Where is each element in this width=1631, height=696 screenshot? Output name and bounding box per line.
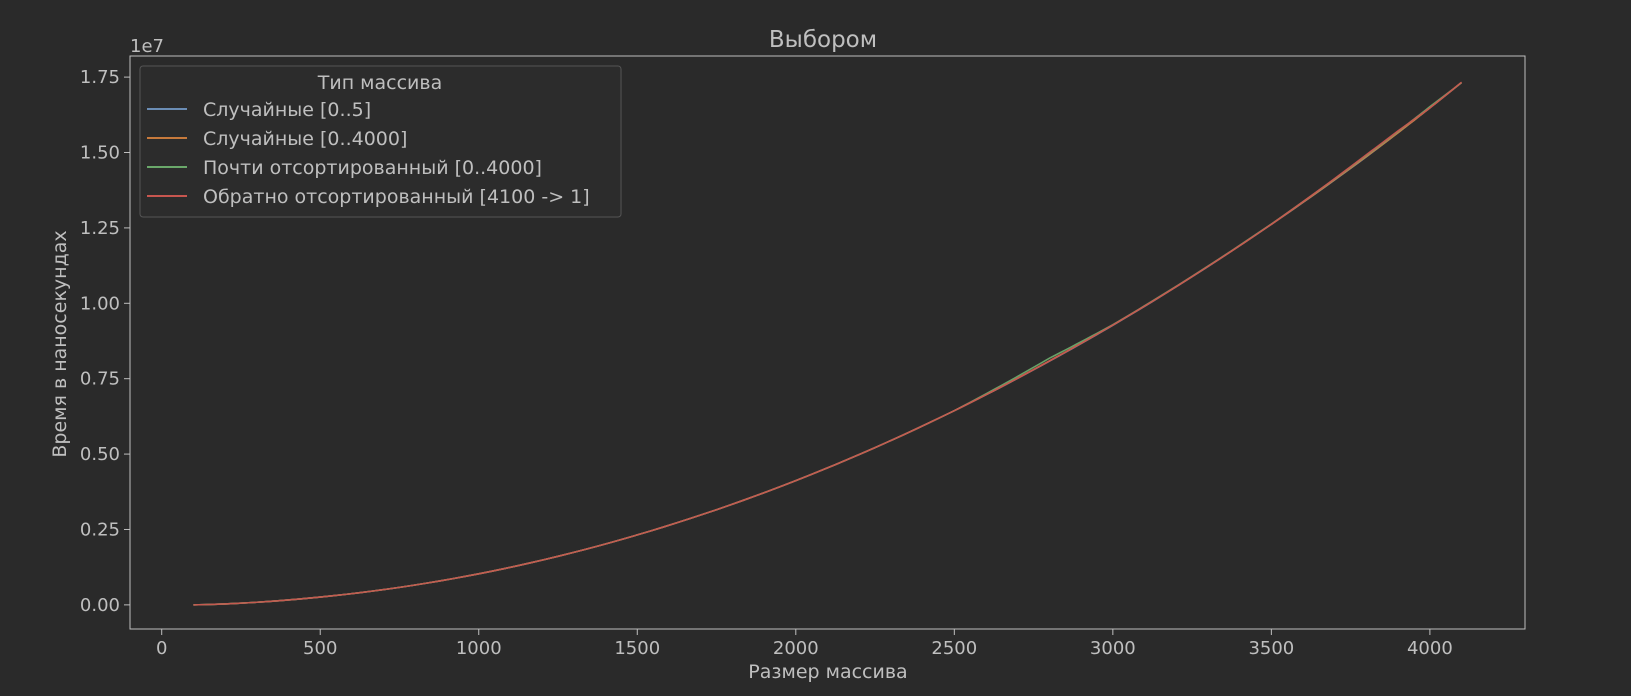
y-tick-label: 1.75 <box>80 67 120 88</box>
x-tick-label: 3500 <box>1248 638 1294 659</box>
series-lines <box>193 81 1463 606</box>
legend-title: Тип массива <box>317 72 442 94</box>
x-tick-label: 2000 <box>773 638 819 659</box>
x-tick-label: 1500 <box>614 638 660 659</box>
legend-entry: Обратно отсортированный [4100 -> 1] <box>203 186 590 208</box>
y-tick-label: 0.75 <box>80 369 120 390</box>
x-tick-label: 1000 <box>456 638 502 659</box>
plot-area-frame <box>129 55 1526 630</box>
legend-box <box>139 65 622 218</box>
y-tick-label: 0.50 <box>80 444 120 465</box>
y-axis-label: Время в наносекундах <box>49 230 71 457</box>
y-axis: 0.00 0.25 0.50 0.75 1.00 1.25 1.50 1.75 <box>80 67 130 616</box>
y-axis-offset-label: 1e7 <box>130 36 164 57</box>
x-tick-label: 4000 <box>1407 638 1453 659</box>
chart-title: Выбором <box>769 27 877 53</box>
x-tick-label: 3000 <box>1090 638 1136 659</box>
legend-entry: Случайные [0..4000] <box>203 128 407 150</box>
y-tick-label: 0.25 <box>80 519 120 540</box>
x-tick-label: 0 <box>156 638 167 659</box>
legend-entry: Почти отсортированный [0..4000] <box>203 157 542 179</box>
x-tick-label: 2500 <box>931 638 977 659</box>
legend-entry: Случайные [0..5] <box>203 99 371 121</box>
y-tick-label: 0.00 <box>80 595 120 616</box>
x-axis-label: Размер массива <box>748 661 907 683</box>
y-tick-label: 1.25 <box>80 218 120 239</box>
x-axis: 0 500 1000 1500 2000 2500 3000 3500 4000 <box>156 629 1453 659</box>
y-tick-label: 1.50 <box>80 143 120 164</box>
series-line-4 <box>193 81 1463 606</box>
legend-items: Случайные [0..5] Случайные [0..4000] Почти… <box>147 99 590 208</box>
legend: Тип массива Случайные [0..5]Случайные [0… <box>139 65 622 218</box>
y-tick-label: 1.00 <box>80 293 120 314</box>
x-tick-label: 500 <box>303 638 337 659</box>
